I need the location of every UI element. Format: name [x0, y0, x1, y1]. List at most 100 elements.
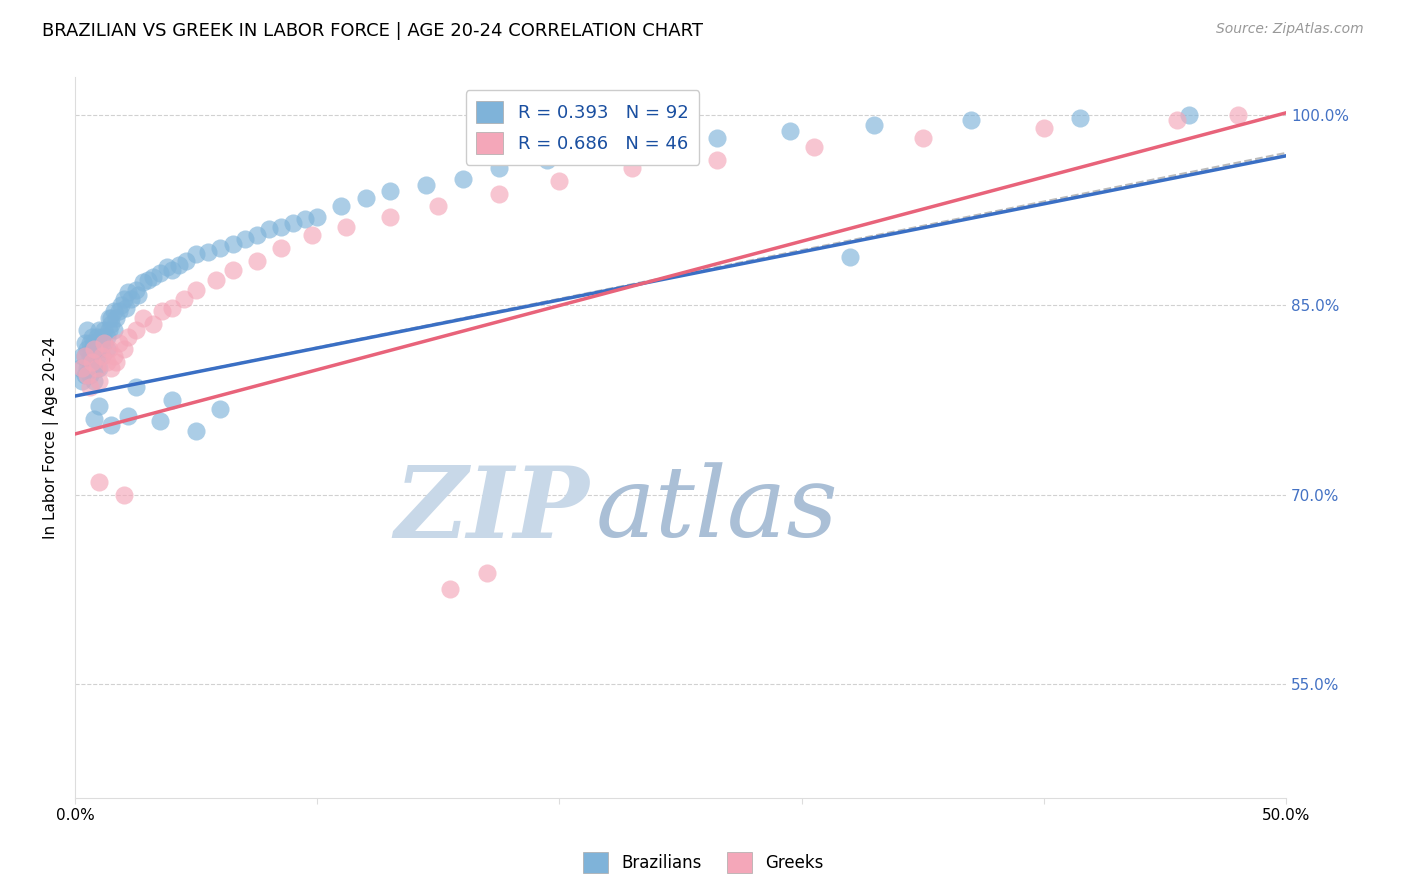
- Point: [197, 244, 219, 259]
- Y-axis label: In Labor Force | Age 20-24: In Labor Force | Age 20-24: [44, 336, 59, 539]
- Point: [779, 123, 801, 137]
- Point: [98, 310, 121, 325]
- Point: [110, 298, 132, 312]
- Point: [76, 323, 98, 337]
- Point: [186, 283, 208, 297]
- Point: [86, 361, 108, 376]
- Point: [149, 267, 172, 281]
- Point: [246, 228, 269, 243]
- Point: [93, 323, 115, 337]
- Point: [294, 212, 316, 227]
- Point: [124, 323, 146, 337]
- Point: [1226, 108, 1249, 122]
- Point: [221, 262, 243, 277]
- Point: [1166, 113, 1188, 128]
- Point: [960, 113, 983, 128]
- Point: [863, 119, 886, 133]
- Point: [839, 250, 862, 264]
- Point: [89, 399, 111, 413]
- Point: [706, 131, 728, 145]
- Point: [156, 260, 179, 274]
- Point: [100, 418, 122, 433]
- Point: [209, 401, 232, 416]
- Point: [1069, 111, 1091, 125]
- Point: [86, 361, 108, 376]
- Point: [270, 219, 292, 234]
- Point: [548, 174, 571, 188]
- Point: [79, 368, 101, 382]
- Point: [115, 301, 138, 315]
- Point: [76, 368, 98, 382]
- Point: [117, 285, 139, 300]
- Point: [439, 582, 461, 597]
- Point: [335, 219, 357, 234]
- Point: [330, 199, 353, 213]
- Text: Source: ZipAtlas.com: Source: ZipAtlas.com: [1216, 22, 1364, 37]
- Point: [96, 343, 118, 357]
- Point: [105, 310, 128, 325]
- Point: [100, 317, 122, 331]
- Point: [96, 355, 118, 369]
- Point: [167, 258, 190, 272]
- Point: [105, 355, 128, 369]
- Point: [73, 335, 96, 350]
- Point: [124, 283, 146, 297]
- Point: [136, 273, 159, 287]
- Point: [176, 253, 198, 268]
- Point: [89, 335, 111, 350]
- Point: [90, 329, 112, 343]
- Point: [86, 329, 108, 343]
- Point: [378, 210, 401, 224]
- Point: [307, 210, 329, 224]
- Legend: R = 0.393   N = 92, R = 0.686   N = 46: R = 0.393 N = 92, R = 0.686 N = 46: [465, 90, 700, 165]
- Point: [186, 425, 208, 439]
- Point: [257, 222, 280, 236]
- Point: [100, 310, 122, 325]
- Point: [107, 335, 129, 350]
- Point: [73, 349, 96, 363]
- Point: [270, 241, 292, 255]
- Point: [76, 343, 98, 357]
- Point: [160, 301, 183, 315]
- Point: [103, 323, 125, 337]
- Point: [160, 262, 183, 277]
- Point: [79, 349, 101, 363]
- Point: [536, 153, 558, 167]
- Point: [73, 368, 96, 382]
- Point: [112, 292, 135, 306]
- Text: BRAZILIAN VS GREEK IN LABOR FORCE | AGE 20-24 CORRELATION CHART: BRAZILIAN VS GREEK IN LABOR FORCE | AGE …: [42, 22, 703, 40]
- Point: [204, 273, 226, 287]
- Text: atlas: atlas: [596, 462, 838, 558]
- Point: [132, 275, 155, 289]
- Point: [415, 178, 437, 192]
- Point: [150, 304, 173, 318]
- Point: [83, 361, 105, 376]
- Point: [73, 349, 96, 363]
- Point: [72, 361, 94, 376]
- Point: [86, 349, 108, 363]
- Point: [186, 247, 208, 261]
- Point: [72, 374, 94, 388]
- Point: [124, 380, 146, 394]
- Point: [80, 329, 103, 343]
- Point: [621, 161, 644, 176]
- Point: [427, 199, 450, 213]
- Point: [132, 310, 155, 325]
- Point: [107, 304, 129, 318]
- Text: ZIP: ZIP: [395, 461, 589, 558]
- Point: [80, 343, 103, 357]
- Point: [103, 349, 125, 363]
- Point: [142, 270, 165, 285]
- Point: [221, 237, 243, 252]
- Point: [100, 361, 122, 376]
- Point: [83, 411, 105, 425]
- Point: [89, 323, 111, 337]
- Point: [98, 323, 121, 337]
- Point: [93, 335, 115, 350]
- Point: [281, 216, 304, 230]
- Point: [160, 392, 183, 407]
- Point: [72, 349, 94, 363]
- Point: [209, 241, 232, 255]
- Point: [83, 343, 105, 357]
- Point: [354, 190, 377, 204]
